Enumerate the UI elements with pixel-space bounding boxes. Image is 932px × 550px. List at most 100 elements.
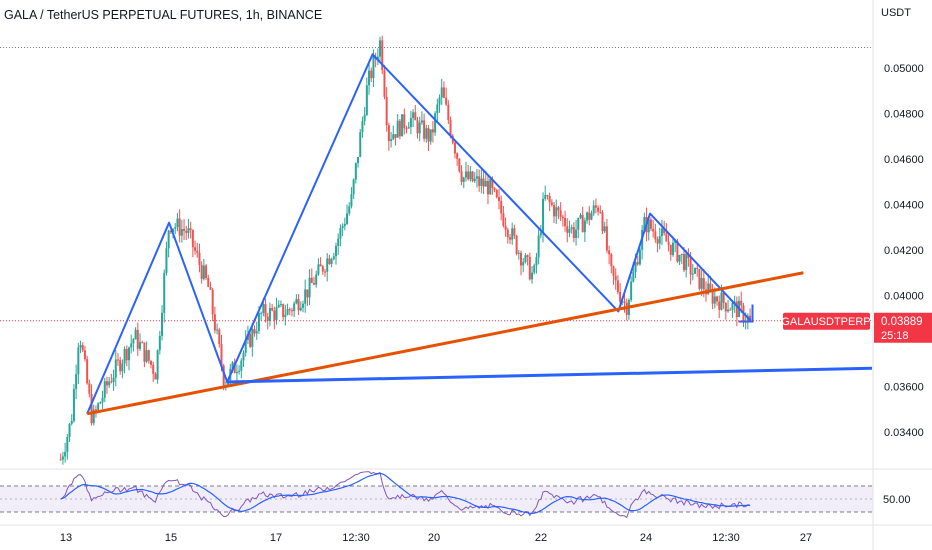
price-tick-label: 0.04800 xyxy=(884,109,924,121)
candle xyxy=(484,181,487,187)
candle xyxy=(649,219,652,229)
candle xyxy=(310,277,313,283)
candle xyxy=(423,120,426,139)
candle xyxy=(636,262,639,265)
candle xyxy=(409,118,412,128)
pattern-zigzag xyxy=(86,53,752,415)
candle xyxy=(68,423,71,437)
candle xyxy=(127,347,130,361)
candle xyxy=(638,249,641,265)
candle xyxy=(359,132,362,157)
candle xyxy=(500,201,503,214)
candle xyxy=(191,230,194,248)
candle xyxy=(88,383,91,394)
candle xyxy=(403,114,406,129)
time-axis[interactable]: 13 15 17 12:30 20 22 24 12:30 27 xyxy=(60,532,812,544)
candle xyxy=(363,115,366,122)
candle xyxy=(282,304,285,318)
candle xyxy=(515,235,518,254)
price-pane xyxy=(0,0,873,468)
price-label-box xyxy=(874,312,932,343)
candle xyxy=(727,309,730,312)
candle xyxy=(163,272,166,313)
candle xyxy=(612,266,615,276)
candle xyxy=(315,274,318,285)
candle xyxy=(652,228,655,232)
candle xyxy=(156,350,159,380)
price-tick-label: 0.03600 xyxy=(884,382,924,394)
candle xyxy=(524,255,527,263)
candle xyxy=(147,350,150,361)
candle xyxy=(436,104,439,114)
candle xyxy=(337,238,340,246)
candle xyxy=(116,359,119,361)
candle xyxy=(299,307,302,311)
candle xyxy=(557,207,560,211)
candle xyxy=(132,339,135,344)
candle xyxy=(456,153,459,159)
candle xyxy=(414,112,417,121)
candle xyxy=(442,87,445,98)
candle xyxy=(145,350,148,362)
orange-trendline xyxy=(86,271,804,416)
candle xyxy=(658,236,661,244)
candle xyxy=(235,371,238,374)
candle xyxy=(480,178,483,186)
candle xyxy=(253,329,256,334)
candle xyxy=(709,283,712,290)
candle xyxy=(290,310,293,312)
candle xyxy=(570,227,573,230)
candle xyxy=(605,226,608,251)
candle xyxy=(449,120,452,136)
candle xyxy=(370,70,373,79)
candle xyxy=(722,292,725,303)
time-tick-label: 12:30 xyxy=(342,532,370,544)
price-tick-label: 0.04600 xyxy=(884,154,924,166)
candle xyxy=(542,198,545,233)
candle xyxy=(167,230,170,249)
candle xyxy=(255,331,258,334)
candle xyxy=(330,259,333,264)
candle xyxy=(667,241,670,245)
time-tick-label: 20 xyxy=(428,532,440,544)
candle xyxy=(213,314,216,331)
price-tick-label: 0.03400 xyxy=(884,427,924,439)
candle xyxy=(528,257,531,280)
candle xyxy=(583,220,586,233)
price-axis[interactable]: 0.05000 0.04800 0.04600 0.04400 0.04200 0.040… xyxy=(884,63,924,439)
candle xyxy=(478,176,481,186)
candle xyxy=(497,197,500,202)
candle xyxy=(275,307,278,320)
candle xyxy=(194,247,197,251)
candle xyxy=(350,194,353,207)
candle xyxy=(251,329,254,347)
time-tick-label: 17 xyxy=(270,532,282,544)
candle xyxy=(207,277,210,287)
candle xyxy=(458,158,461,172)
candle xyxy=(632,271,635,282)
candle xyxy=(535,257,538,266)
candle xyxy=(660,228,663,237)
candle xyxy=(365,85,368,116)
candle xyxy=(103,381,106,398)
candle xyxy=(619,291,622,302)
candle xyxy=(105,381,108,386)
candle xyxy=(339,228,342,239)
blue-trendline xyxy=(227,366,873,384)
rsi-layer xyxy=(0,471,873,519)
candle xyxy=(597,207,600,212)
candle xyxy=(205,265,208,278)
candle xyxy=(321,266,324,272)
candle xyxy=(61,456,64,460)
candle xyxy=(665,233,668,242)
candle xyxy=(218,329,221,345)
candle xyxy=(700,278,703,289)
candle xyxy=(139,342,141,349)
candle xyxy=(383,70,386,97)
time-tick-label: 24 xyxy=(640,532,652,544)
candle xyxy=(202,265,205,279)
candle xyxy=(328,258,331,264)
candle xyxy=(174,226,177,229)
